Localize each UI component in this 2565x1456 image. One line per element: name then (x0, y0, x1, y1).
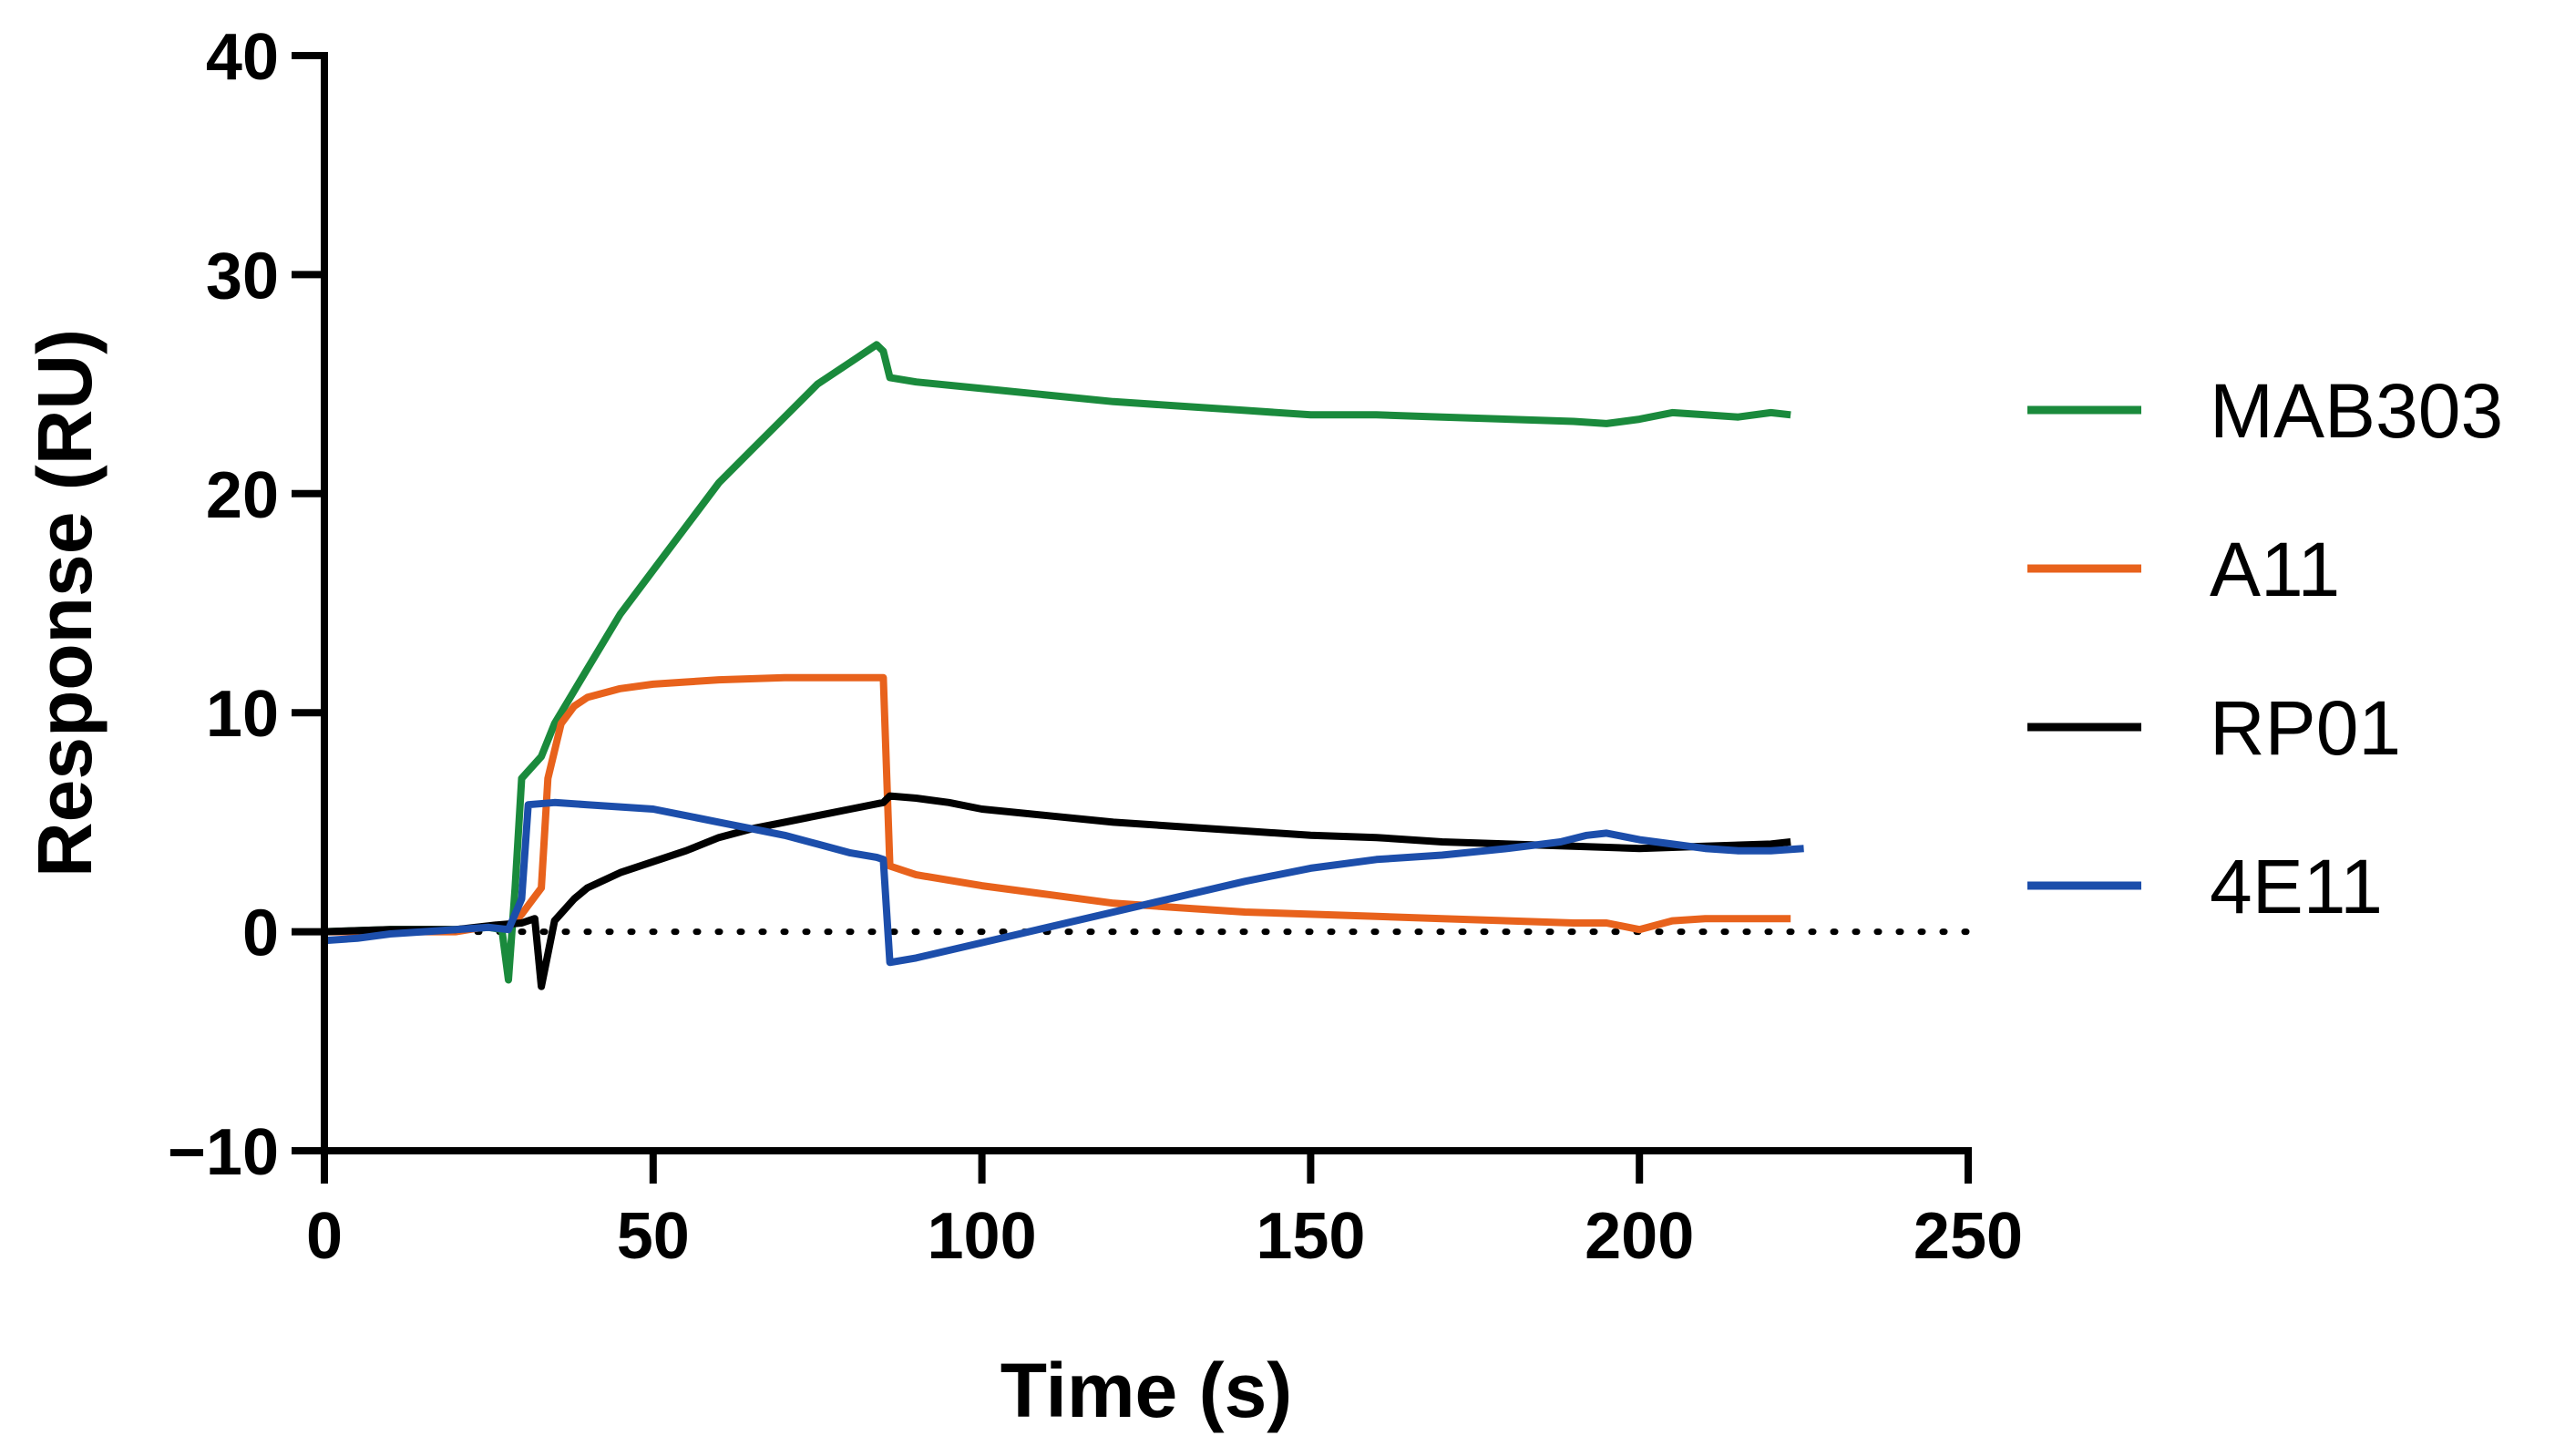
x-tick-label: 200 (1585, 1200, 1694, 1273)
x-tick-label: 0 (306, 1200, 343, 1273)
series-line-4e11 (323, 798, 1804, 967)
legend-label-rp01: RP01 (2210, 685, 2401, 771)
legend: MAB303 A11 RP01 4E11 (2027, 368, 2503, 929)
y-axis-title: Response (RU) (22, 329, 108, 877)
legend-label-mab303: MAB303 (2210, 368, 2503, 454)
x-tick-label: 250 (1913, 1200, 2023, 1273)
y-tick-label: 30 (206, 240, 279, 313)
series-line-mab303 (323, 341, 1791, 984)
y-tick-label: −10 (168, 1116, 279, 1189)
x-axis-title: Time (s) (1000, 1348, 1293, 1433)
y-tick-label: 10 (206, 678, 279, 751)
x-tick-label: 150 (1256, 1200, 1365, 1273)
axes-layer (321, 52, 1972, 1154)
series-layer (323, 341, 1804, 990)
series-line-rp01 (323, 792, 1791, 990)
y-tick-label: 20 (206, 459, 279, 532)
x-tick-label: 100 (928, 1200, 1037, 1273)
y-tick-label: 0 (242, 897, 279, 970)
legend-label-a11: A11 (2210, 527, 2340, 612)
x-tick-label: 50 (617, 1200, 690, 1273)
y-tick-label: 40 (206, 21, 279, 94)
series-line-a11 (324, 673, 1791, 936)
ticks-layer: 0 50 100 150 200 250 −10 0 10 20 30 40 (168, 21, 2023, 1273)
legend-label-4e11: 4E11 (2210, 844, 2383, 929)
